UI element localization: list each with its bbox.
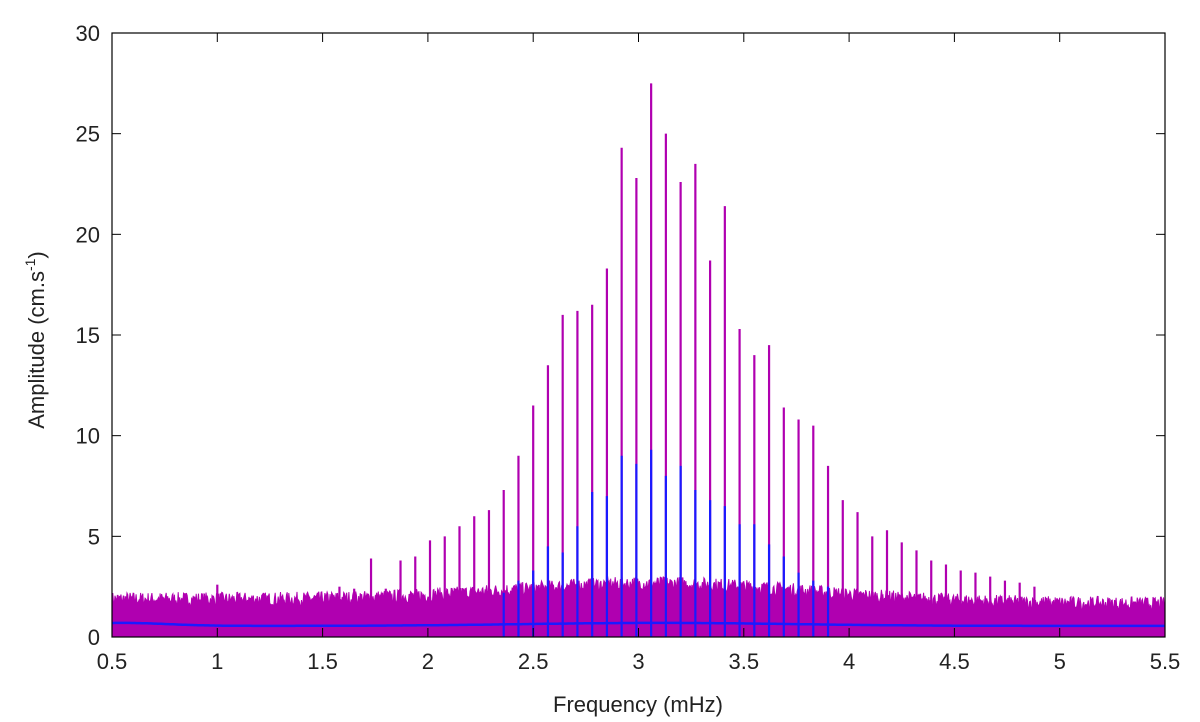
magenta-series xyxy=(111,83,1166,638)
y-tick-label: 0 xyxy=(88,625,100,650)
y-axis-label-close: ) xyxy=(24,251,49,258)
y-tick-label: 30 xyxy=(76,21,100,46)
x-tick-label: 2 xyxy=(422,649,434,674)
blue-baseline xyxy=(112,621,1165,628)
y-axis-label-main: Amplitude (cm.s xyxy=(24,271,49,429)
y-axis-label-sup: -1 xyxy=(22,258,38,271)
x-tick-label: 5 xyxy=(1054,649,1066,674)
x-tick-labels: 0.5 1 1.5 2 2.5 3 3.5 4 4.5 5 5.5 xyxy=(97,649,1181,674)
blue-series xyxy=(112,449,1165,637)
y-axis-label: Amplitude (cm.s-1) xyxy=(22,251,49,429)
x-tick-label: 3.5 xyxy=(729,649,760,674)
x-tick-label: 5.5 xyxy=(1150,649,1181,674)
x-tick-label: 1 xyxy=(211,649,223,674)
plot-frame xyxy=(111,32,1166,638)
x-tick-label: 4 xyxy=(843,649,855,674)
plot-background xyxy=(112,33,1165,637)
y-tick-label: 10 xyxy=(76,424,100,449)
x-tick-label: 3 xyxy=(632,649,644,674)
y-tick-labels: 0 5 10 15 20 25 30 xyxy=(76,21,100,650)
x-tick-label: 4.5 xyxy=(939,649,970,674)
x-tick-label: 1.5 xyxy=(307,649,338,674)
x-tick-label: 2.5 xyxy=(518,649,549,674)
y-tick-label: 25 xyxy=(76,122,100,147)
x-axis-label: Frequency (mHz) xyxy=(553,692,723,717)
y-tick-label: 15 xyxy=(76,323,100,348)
x-tick-label: 0.5 xyxy=(97,649,128,674)
y-tick-label: 5 xyxy=(88,524,100,549)
y-tick-label: 20 xyxy=(76,222,100,247)
